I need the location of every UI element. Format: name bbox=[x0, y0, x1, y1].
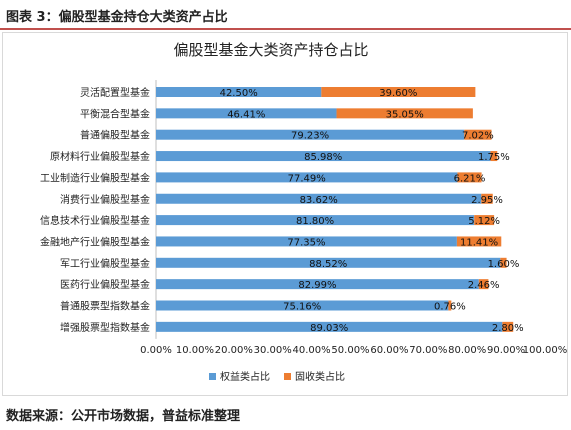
x-tick-label: 60.00% bbox=[370, 345, 408, 356]
equity-value-label: 75.16% bbox=[283, 302, 321, 313]
fixed-income-value-label: 2.95% bbox=[471, 195, 503, 206]
fixed-income-value-label: 6.21% bbox=[454, 173, 486, 184]
fixed-income-bar bbox=[502, 321, 514, 332]
fixed-income-bar bbox=[456, 236, 502, 247]
fixed-income-bar bbox=[321, 87, 476, 97]
category-label: 原材料行业偏股型基金 bbox=[50, 150, 150, 163]
category-label: 医药行业偏股型基金 bbox=[60, 278, 150, 291]
equity-bar bbox=[156, 129, 465, 140]
equity-value-label: 77.49% bbox=[288, 173, 326, 184]
x-tick-label: 70.00% bbox=[409, 345, 447, 356]
category-label: 军工行业偏股型基金 bbox=[60, 257, 150, 270]
fixed-income-bar bbox=[490, 151, 498, 162]
legend-label-equity: 权益类占比 bbox=[220, 370, 270, 383]
category-label: 消费行业偏股型基金 bbox=[60, 193, 150, 206]
equity-value-label: 81.80% bbox=[296, 216, 334, 227]
equity-value-label: 85.98% bbox=[304, 152, 342, 163]
x-tick-label: 10.00% bbox=[176, 345, 214, 356]
equity-bar bbox=[156, 87, 322, 97]
equity-bar bbox=[156, 108, 337, 119]
fixed-income-bar bbox=[448, 300, 452, 311]
equity-bar bbox=[156, 172, 458, 183]
fixed-income-value-label: 5.12% bbox=[468, 216, 500, 227]
fixed-income-value-label: 2.80% bbox=[492, 323, 524, 334]
fixed-income-value-label: 2.46% bbox=[468, 280, 500, 291]
x-tick-label: 50.00% bbox=[331, 345, 369, 356]
equity-value-label: 83.62% bbox=[300, 195, 338, 206]
equity-value-label: 88.52% bbox=[309, 259, 347, 270]
caption-rule bbox=[0, 28, 571, 30]
fixed-income-bar bbox=[481, 193, 493, 204]
fixed-income-value-label: 0.76% bbox=[434, 302, 466, 313]
fixed-income-bar bbox=[457, 172, 482, 183]
equity-value-label: 82.99% bbox=[298, 280, 336, 291]
stacked-bar-chart: 偏股型基金大类资产持仓占比 0.00% 10.00% 20.00% 30.00% 40.… bbox=[40, 41, 567, 383]
chart-container: 偏股型基金大类资产持仓占比 0.00% 10.00% 20.00% 30.00% 40.… bbox=[2, 32, 568, 396]
x-tick-label: 90.00% bbox=[487, 345, 525, 356]
fixed-income-value-label: 1.60% bbox=[488, 259, 520, 270]
equity-value-label: 46.41% bbox=[227, 109, 265, 120]
fixed-income-value-label: 39.60% bbox=[379, 88, 417, 99]
equity-value-label: 77.35% bbox=[287, 237, 325, 248]
equity-bar bbox=[156, 215, 475, 226]
category-label: 普通偏股型基金 bbox=[80, 129, 150, 142]
equity-value-label: 89.03% bbox=[310, 323, 348, 334]
equity-value-label: 42.50% bbox=[220, 88, 258, 99]
category-label: 金融地产行业偏股型基金 bbox=[40, 235, 150, 248]
chart-title: 偏股型基金大类资产持仓占比 bbox=[173, 41, 368, 59]
x-tick-label: 40.00% bbox=[293, 345, 331, 356]
source-note: 数据来源：公开市场数据，普益标准整理 bbox=[6, 409, 241, 424]
category-label: 增强股票型指数基金 bbox=[60, 321, 150, 334]
fixed-income-bar bbox=[474, 215, 495, 226]
x-tick-label: 0.00% bbox=[140, 345, 172, 356]
category-label: 工业制造行业偏股型基金 bbox=[40, 171, 150, 184]
equity-bar bbox=[156, 321, 503, 332]
legend-label-fixed-income: 固收类占比 bbox=[295, 370, 345, 383]
fixed-income-value-label: 35.05% bbox=[386, 109, 424, 120]
category-label: 平衡混合型基金 bbox=[80, 107, 150, 120]
equity-bar bbox=[156, 300, 449, 311]
category-label: 普通股票型指数基金 bbox=[60, 300, 150, 313]
category-label: 灵活配置型基金 bbox=[80, 86, 150, 99]
equity-bar bbox=[156, 151, 491, 162]
fixed-income-bar bbox=[464, 129, 492, 140]
legend-swatch-equity bbox=[209, 373, 216, 380]
x-tick-label: 30.00% bbox=[254, 345, 292, 356]
fixed-income-value-label: 7.02% bbox=[462, 131, 494, 142]
fixed-income-bar bbox=[336, 108, 473, 119]
equity-bar bbox=[156, 279, 479, 290]
x-tick-label: 20.00% bbox=[215, 345, 253, 356]
legend-swatch-fixed-income bbox=[284, 373, 291, 380]
category-label: 信息技术行业偏股型基金 bbox=[40, 214, 150, 227]
fixed-income-bar bbox=[500, 257, 507, 268]
equity-bar bbox=[156, 193, 482, 204]
equity-bar bbox=[156, 236, 457, 247]
equity-bar bbox=[156, 257, 501, 268]
x-tick-label: 100.00% bbox=[523, 345, 567, 356]
fixed-income-value-label: 11.41% bbox=[460, 237, 498, 248]
equity-value-label: 79.23% bbox=[291, 131, 329, 142]
fixed-income-bar bbox=[478, 279, 489, 290]
fixed-income-value-label: 1.75% bbox=[478, 152, 510, 163]
figure-caption: 图表 3：偏股型基金持仓大类资产占比 bbox=[6, 10, 228, 25]
x-tick-label: 80.00% bbox=[448, 345, 486, 356]
